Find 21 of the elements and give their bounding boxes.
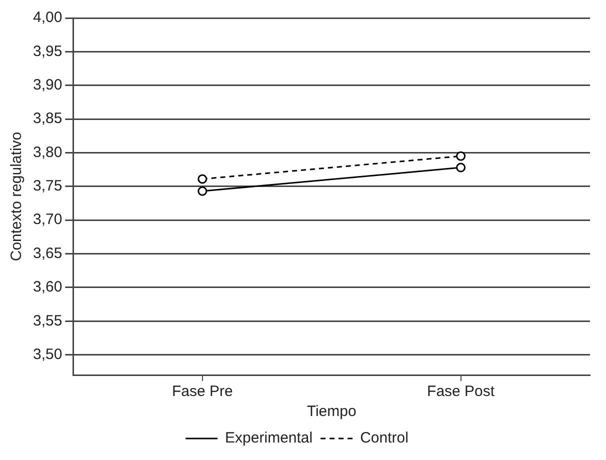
y-tick-label: 3,75 <box>32 178 62 195</box>
point <box>456 162 466 172</box>
point <box>198 174 208 184</box>
y-tick-label: 3,65 <box>32 244 62 262</box>
y-tick-label: 3,70 <box>32 211 62 228</box>
y-tick-label: 4,00 <box>32 9 62 26</box>
y-axis-title: Contexto regulativo <box>8 132 26 262</box>
y-tick-label: 3,60 <box>32 278 62 296</box>
y-tick-label: 3,50 <box>32 346 62 363</box>
y-tick-label: 3,95 <box>32 42 62 60</box>
point <box>456 151 466 161</box>
x-tick-label: Fase Post <box>427 383 496 400</box>
legend-label: Control <box>360 430 408 447</box>
y-tick-label: 3,55 <box>32 312 62 330</box>
x-axis-title: Tiempo <box>306 403 356 420</box>
legend-label: Experimental <box>225 430 313 447</box>
point <box>198 186 208 196</box>
y-tick-label: 3,80 <box>32 144 62 161</box>
y-tick-label: 3,90 <box>32 76 62 94</box>
y-tick-label: 3,85 <box>32 110 62 128</box>
x-tick-label: Fase Pre <box>172 383 233 400</box>
